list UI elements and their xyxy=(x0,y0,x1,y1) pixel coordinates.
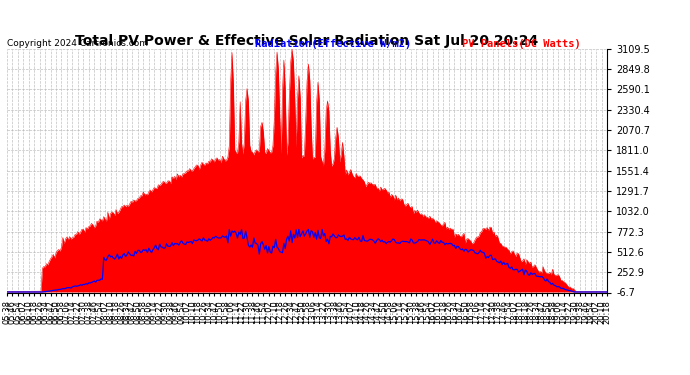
Text: Radiation(Effective W/m2): Radiation(Effective W/m2) xyxy=(255,39,411,50)
Text: PV Panels(DC Watts): PV Panels(DC Watts) xyxy=(462,39,581,50)
Text: Copyright 2024 Cartronics.com: Copyright 2024 Cartronics.com xyxy=(7,39,148,48)
Title: Total PV Power & Effective Solar Radiation Sat Jul 20 20:24: Total PV Power & Effective Solar Radiati… xyxy=(75,34,539,48)
